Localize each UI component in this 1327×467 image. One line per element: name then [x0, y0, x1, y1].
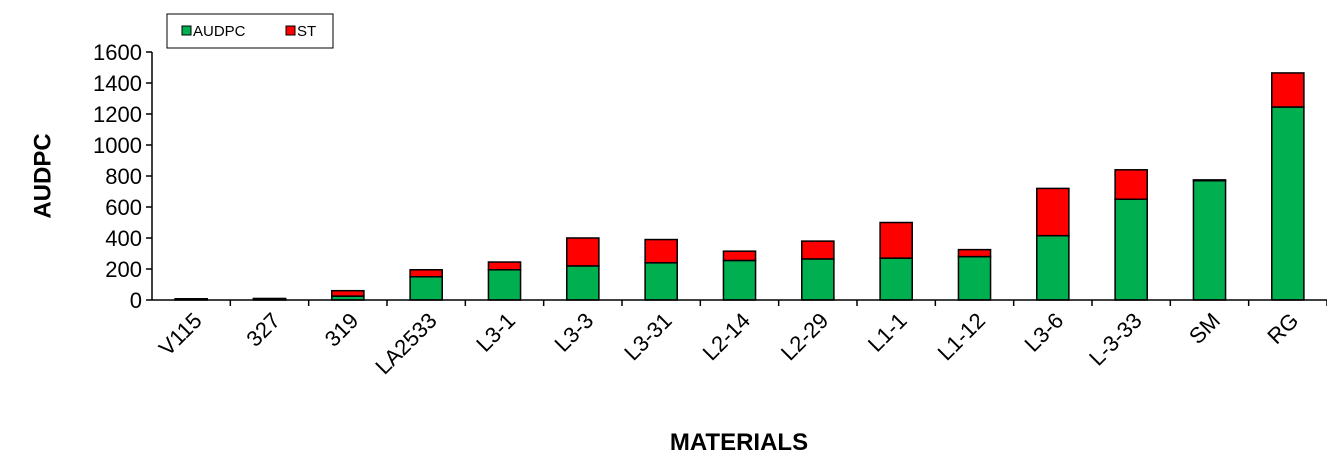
- x-axis-tick-labels: V115 327 319 LA2533 L3-1 L3-3 L3-31 L2-14 L2-29 L…: [154, 308, 1304, 379]
- x-tick-label: LA2533: [370, 308, 441, 379]
- x-tick-label: L2-14: [698, 308, 755, 365]
- legend: AUDPC ST: [166, 13, 334, 49]
- bar-st-l3-6: [1036, 187, 1070, 237]
- x-tick-label: L3-3: [550, 308, 599, 357]
- x-tick-label: SM: [1184, 308, 1225, 349]
- bar-audpc-la2533: [409, 276, 443, 301]
- bar-st-la2533: [409, 269, 443, 278]
- axes: [151, 52, 1327, 301]
- x-tick-label: V115: [154, 308, 207, 361]
- bar-audpc-l2-29: [801, 258, 835, 301]
- y-tick-label: 600: [105, 195, 142, 220]
- bar-st-sm: [1192, 179, 1227, 182]
- x-tick-label: L2-29: [776, 308, 833, 365]
- bar-st-l1-12: [957, 248, 992, 258]
- bar-st-rg: [1271, 72, 1305, 108]
- y-tick-label: 400: [105, 226, 142, 251]
- y-axis-ticks: 0 200 400 600 800 1000 1200 1400 1600: [93, 40, 152, 313]
- x-tick-label: L3-1: [471, 308, 520, 357]
- bar-audpc-l3-31: [644, 262, 678, 301]
- x-tick-label: L1-1: [863, 308, 912, 357]
- legend-swatch-audpc: [181, 25, 192, 36]
- bar-audpc-l1-12: [957, 255, 992, 301]
- x-axis-title: MATERIALS: [670, 429, 808, 456]
- bar-audpc-l3-3: [566, 265, 600, 301]
- x-tick-label: L1-12: [933, 308, 990, 365]
- x-tick-label: RG: [1262, 308, 1303, 349]
- y-tick-label: 1200: [93, 102, 142, 127]
- y-tick-label: 200: [105, 257, 142, 282]
- y-tick-label: 0: [130, 288, 142, 313]
- y-tick-label: 1600: [93, 40, 142, 65]
- x-tick-label: L3-31: [619, 308, 676, 365]
- x-tick-label: 319: [320, 308, 364, 352]
- bar-audpc-sm: [1192, 179, 1227, 301]
- y-tick-label: 1400: [93, 71, 142, 96]
- bar-audpc-l1-1: [879, 257, 913, 301]
- legend-swatch-st: [285, 25, 296, 36]
- bar-st-l3-3: [566, 237, 600, 267]
- legend-box: [166, 13, 334, 49]
- bar-audpc-l3-6: [1036, 234, 1070, 301]
- x-tick-label: 327: [241, 308, 285, 352]
- bar-audpc-rg: [1271, 106, 1305, 301]
- bar-audpc-l2-14: [722, 259, 757, 301]
- y-tick-label: 800: [105, 164, 142, 189]
- legend-label-st: ST: [297, 23, 316, 40]
- x-tick-label: L3-6: [1020, 308, 1069, 357]
- x-tick-label: L-3-33: [1084, 308, 1147, 371]
- x-axis-ticks: [229, 300, 1327, 306]
- bar-st-319: [331, 289, 365, 297]
- y-tick-label: 1000: [93, 133, 142, 158]
- bar-st-l1-1: [879, 221, 913, 259]
- y-axis-title: AUDPC: [29, 133, 56, 218]
- bar-audpc-l-3-33: [1114, 198, 1148, 301]
- bar-audpc-l3-1: [487, 269, 522, 301]
- bar-st-l2-14: [722, 250, 757, 262]
- bars-group: [174, 72, 1305, 301]
- bar-st-l3-1: [487, 261, 522, 271]
- bar-st-l-3-33: [1114, 169, 1148, 201]
- bar-st-l2-29: [801, 240, 835, 260]
- bar-st-l3-31: [644, 238, 678, 264]
- legend-label-audpc: AUDPC: [193, 23, 246, 40]
